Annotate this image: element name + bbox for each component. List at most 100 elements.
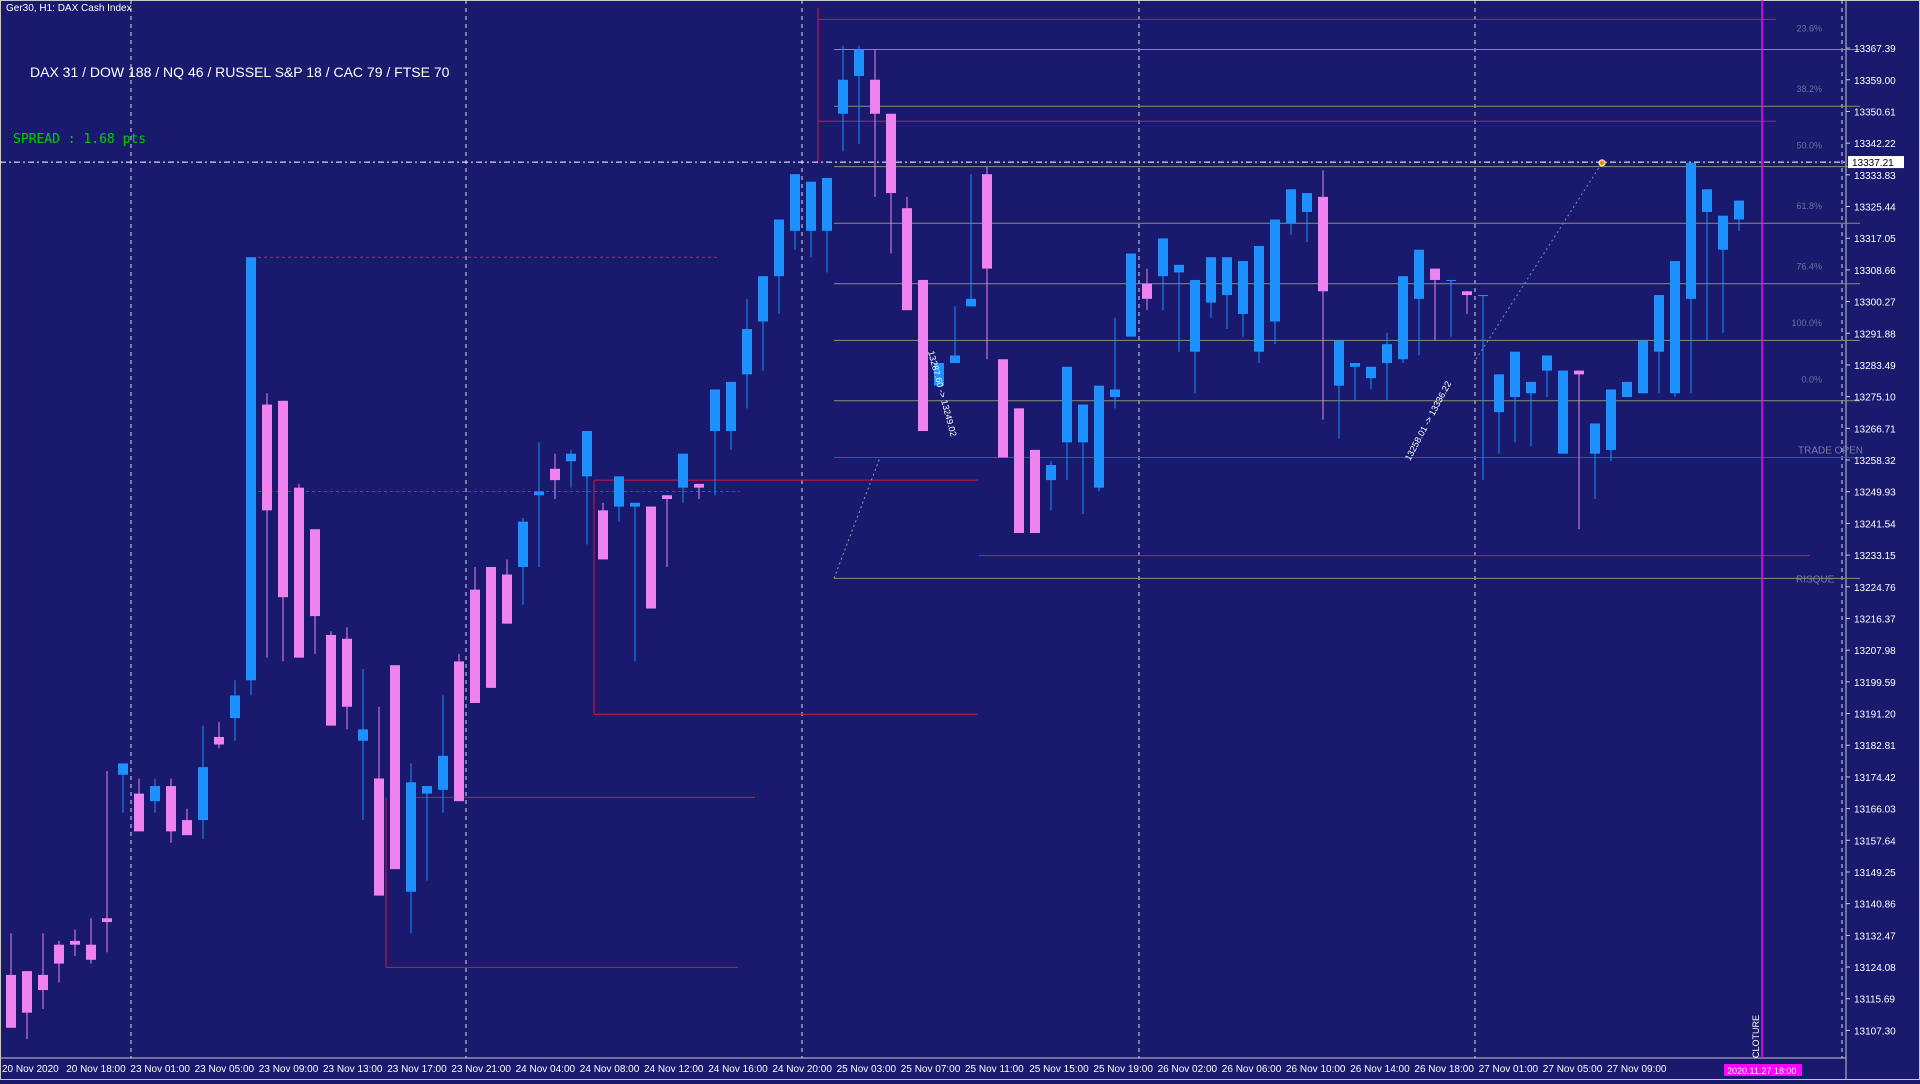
candle-body <box>310 529 320 617</box>
candle-body <box>630 502 640 507</box>
candle-body <box>294 487 304 658</box>
candle-body <box>70 940 80 945</box>
candle-body <box>966 298 976 307</box>
candle-body <box>246 257 256 681</box>
candle-body <box>774 219 784 277</box>
cloture-time-box <box>1724 1064 1802 1076</box>
candle-body <box>214 736 224 745</box>
candle-body <box>886 113 896 194</box>
candle-body <box>198 767 208 821</box>
time-axis-label: 25 Nov 19:00 <box>1093 1064 1153 1075</box>
price-axis-label: 13325.44 <box>1854 203 1896 214</box>
candle-body <box>1270 219 1280 322</box>
candle-body <box>1606 389 1616 450</box>
price-axis-label: 13241.54 <box>1854 519 1896 530</box>
candle-body <box>134 793 144 832</box>
candle-body <box>102 918 112 923</box>
cloture-label: CLOTURE <box>1751 1015 1761 1058</box>
candle-body <box>1622 381 1632 398</box>
fib-level-label: 61.8% <box>1796 201 1822 211</box>
price-axis-label: 13182.81 <box>1854 741 1896 752</box>
candle-body <box>950 355 960 364</box>
indices-summary: DAX 31 / DOW 188 / NQ 46 / RUSSEL S&P 18… <box>30 64 450 80</box>
price-axis-label: 13115.69 <box>1854 995 1895 1006</box>
candle-body <box>614 476 624 507</box>
candle-body <box>1046 465 1056 481</box>
candle-body <box>278 400 288 598</box>
price-axis-label: 13174.42 <box>1854 773 1896 784</box>
candle-body <box>1414 249 1424 299</box>
trend-line <box>833 457 881 579</box>
price-axis-label: 13224.76 <box>1854 583 1896 594</box>
price-axis-label: 13258.32 <box>1854 456 1896 467</box>
candle-body <box>1430 268 1440 280</box>
fib-level-label: 100.0% <box>1791 318 1822 328</box>
candle-body <box>1718 215 1728 250</box>
candle-body <box>1734 200 1744 220</box>
candle-body <box>486 566 496 688</box>
candle-body <box>390 665 400 870</box>
candle-body <box>838 79 848 114</box>
price-axis-label: 13350.61 <box>1854 107 1896 118</box>
candle-body <box>1110 389 1120 398</box>
candle-body <box>1238 261 1248 314</box>
time-axis-label: 27 Nov 05:00 <box>1543 1064 1603 1075</box>
candle-body <box>1126 253 1136 337</box>
price-axis-label: 13367.39 <box>1854 44 1896 55</box>
price-axis-label: 13266.71 <box>1854 424 1896 435</box>
price-axis-label: 13342.22 <box>1854 139 1896 150</box>
candle-body <box>1078 404 1088 443</box>
candle-body <box>854 49 864 76</box>
candle-body <box>470 589 480 703</box>
time-axis-label: 23 Nov 05:00 <box>195 1064 255 1075</box>
candle-body <box>678 453 688 488</box>
price-axis-label: 13166.03 <box>1854 805 1896 816</box>
candle-body <box>790 174 800 231</box>
candle-body <box>598 510 608 560</box>
candle-body <box>358 729 368 741</box>
risque-label: RISQUE <box>1796 574 1835 585</box>
time-axis-label: 25 Nov 07:00 <box>901 1064 961 1075</box>
candle-body <box>1686 162 1696 299</box>
current-price-label: 13337.21 <box>1852 158 1894 169</box>
time-axis-label: 25 Nov 11:00 <box>965 1064 1024 1075</box>
price-axis-label: 13233.15 <box>1854 551 1896 562</box>
candle-body <box>1526 381 1536 394</box>
time-axis-label: 24 Nov 20:00 <box>772 1064 832 1075</box>
candle-body <box>38 974 48 991</box>
candle-body <box>1510 351 1520 398</box>
candle-body <box>118 763 128 775</box>
time-axis-label: 20 Nov 2020 <box>2 1064 59 1075</box>
candle-body <box>1302 193 1312 212</box>
trend-value-label: 13258.01 -> 13336.22 <box>1403 379 1453 462</box>
time-axis-label: 26 Nov 10:00 <box>1286 1064 1346 1075</box>
candle-body <box>710 389 720 432</box>
time-axis-label: 25 Nov 15:00 <box>1029 1064 1089 1075</box>
candle-body <box>1286 189 1296 224</box>
time-axis-label: 24 Nov 12:00 <box>644 1064 704 1075</box>
candle-body <box>1398 276 1408 360</box>
candle-body <box>1142 283 1152 299</box>
price-axis-label: 13275.10 <box>1854 393 1896 404</box>
time-axis-label: 26 Nov 06:00 <box>1222 1064 1282 1075</box>
candle-body <box>1558 370 1568 454</box>
candle-body <box>1062 366 1072 443</box>
candle-body <box>934 363 944 386</box>
time-axis-label: 24 Nov 04:00 <box>516 1064 576 1075</box>
price-axis-label: 13359.00 <box>1854 76 1896 87</box>
candle-body <box>694 483 704 488</box>
price-axis-label: 13283.49 <box>1854 361 1896 372</box>
candle-body <box>438 755 448 790</box>
time-axis-label: 24 Nov 08:00 <box>580 1064 640 1075</box>
time-axis-label: 23 Nov 13:00 <box>323 1064 383 1075</box>
candle-body <box>1446 279 1456 281</box>
candle-body <box>870 79 880 114</box>
price-axis-label: 13157.64 <box>1854 836 1896 847</box>
candle-body <box>1190 279 1200 352</box>
time-axis-label: 23 Nov 01:00 <box>130 1064 190 1075</box>
fib-level-label: 50.0% <box>1796 141 1822 151</box>
candle-body <box>1094 385 1104 488</box>
